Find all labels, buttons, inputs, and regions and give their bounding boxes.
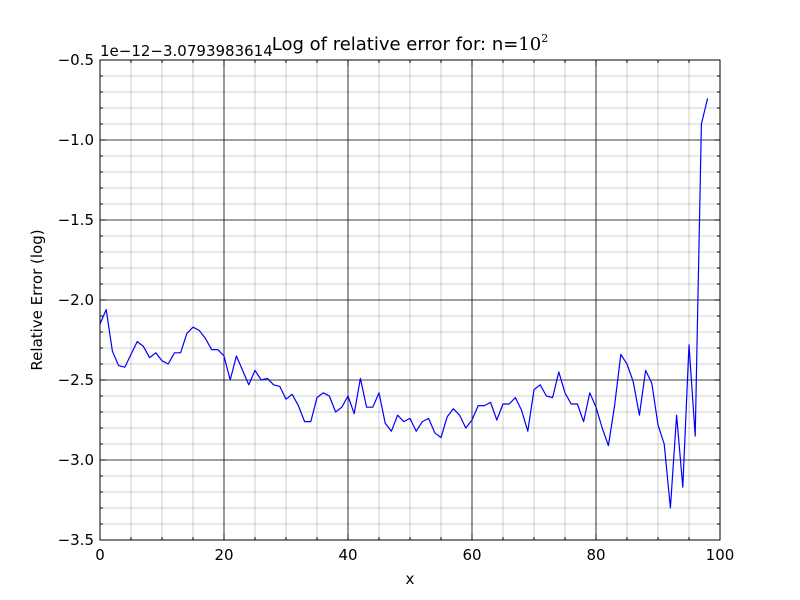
x-tick-labels: 0 20 40 60 80 100 [95, 546, 734, 564]
y-tick-label: −3.5 [58, 531, 94, 549]
y-tick-label: −0.5 [58, 51, 94, 69]
y-tick-labels: −3.5 −3.0 −2.5 −2.0 −1.5 −1.0 −0.5 [58, 51, 94, 549]
x-tick-label: 60 [462, 546, 481, 564]
plot-frame [99, 59, 721, 541]
chart-title-base: 10 [518, 34, 541, 55]
y-tick-label: −2.5 [58, 371, 94, 389]
series-line [99, 98, 709, 509]
x-tick-label: 40 [338, 546, 357, 564]
chart-title: Log of relative error for: n=102 [272, 32, 548, 55]
x-tick-label: 0 [95, 546, 105, 564]
x-tick-label: 80 [586, 546, 605, 564]
y-tick-label: −1.5 [58, 211, 94, 229]
y-offset-label: 1e−12−3.0793983614 [100, 42, 273, 60]
chart-title-exponent: 2 [541, 32, 548, 45]
y-tick-label: −3.0 [58, 451, 94, 469]
x-tick-label: 20 [214, 546, 233, 564]
y-axis-label: Relative Error (log) [28, 229, 46, 370]
x-tick-label: 100 [706, 546, 735, 564]
x-axis-label: x [406, 570, 415, 588]
y-tick-label: −2.0 [58, 291, 94, 309]
plot-area [99, 98, 709, 509]
y-tick-label: −1.0 [58, 131, 94, 149]
chart-title-prefix: Log of relative error for: n= [272, 34, 519, 55]
